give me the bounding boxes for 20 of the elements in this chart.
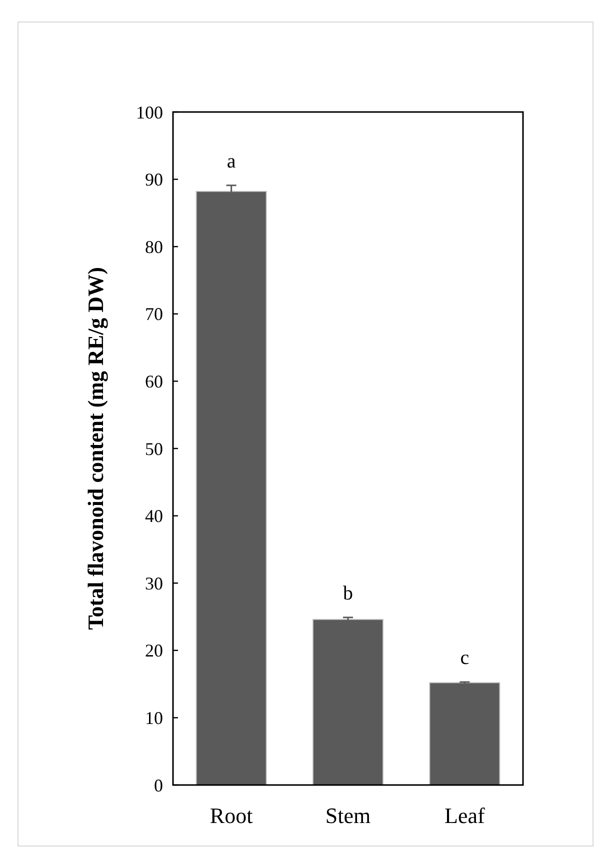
bar xyxy=(312,618,384,786)
y-tick-label: 10 xyxy=(145,708,163,728)
y-tick-label: 30 xyxy=(145,573,163,594)
bar xyxy=(429,682,500,786)
annotation: b xyxy=(343,582,353,604)
x-tick-label: Stem xyxy=(325,803,371,828)
y-tick-label: 60 xyxy=(145,372,163,392)
y-tick-label: 40 xyxy=(145,506,163,526)
y-tick-label: 0 xyxy=(154,775,163,796)
y-tick-label: 90 xyxy=(145,170,163,190)
annotation: c xyxy=(460,647,470,670)
annotation: a xyxy=(226,150,236,172)
y-axis-title: Total flavonoid content (mg RE/g DW) xyxy=(83,267,108,630)
y-tick-label: 70 xyxy=(145,304,163,324)
y-tick-label: 80 xyxy=(145,236,163,257)
x-tick-label: Leaf xyxy=(444,803,486,828)
y-tick-label: 50 xyxy=(145,438,163,459)
y-tick-label: 20 xyxy=(145,640,163,661)
x-tick-label: Root xyxy=(210,803,253,828)
y-tick-label: 100 xyxy=(136,102,163,122)
